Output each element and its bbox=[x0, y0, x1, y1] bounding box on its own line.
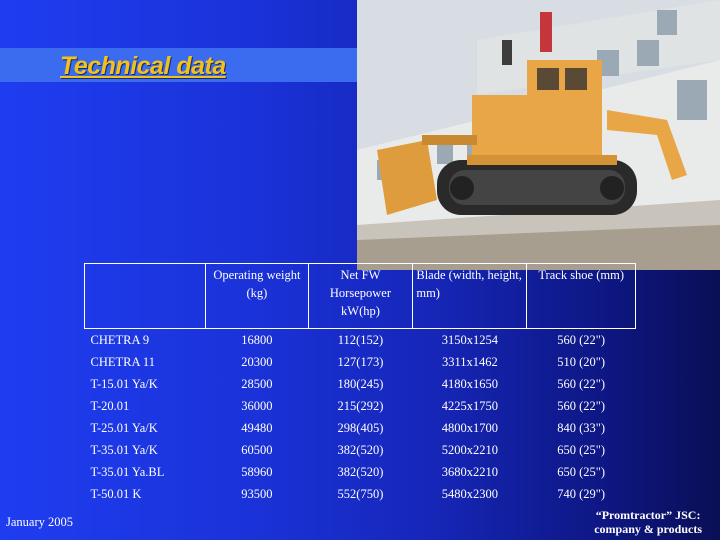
table-cell-weight: 49480 bbox=[241, 420, 273, 435]
table-cell-horsepower: 552(750) bbox=[337, 486, 384, 501]
table-cell-model: T-15.01 Ya/K bbox=[90, 376, 158, 391]
table-cell-track-shoe: 560 (22") bbox=[557, 332, 606, 347]
footer-company-line1: “Promtractor” JSC: bbox=[595, 508, 701, 522]
table-cell-horsepower: 382(520) bbox=[337, 464, 384, 479]
table-row: T-25.01 Ya/K 49480 298(405) 4800x1700 84… bbox=[85, 417, 636, 439]
table-header-blade: Blade (width, height, mm) bbox=[412, 263, 528, 329]
table-row: CHETRA 9 16800 112(152) 3150x1254 560 (2… bbox=[85, 329, 636, 352]
table-cell-model: T-25.01 Ya/K bbox=[90, 420, 158, 435]
table-header-row: Operating weight (kg) Net FW Horsepower … bbox=[83, 263, 636, 329]
technical-data-table: Operating weight (kg) Net FW Horsepower … bbox=[83, 263, 636, 505]
table-cell-blade: 5480x2300 bbox=[441, 486, 498, 501]
table-header-model bbox=[83, 263, 207, 329]
table-cell-model: T-50.01 K bbox=[90, 486, 142, 501]
table-cell-model: CHETRA 11 bbox=[90, 354, 155, 369]
table-row: T-20.01 36000 215(292) 4225x1750 560 (22… bbox=[85, 395, 636, 417]
footer-date: January 2005 bbox=[6, 515, 73, 529]
footer-company: “Promtractor” JSC: company & products bbox=[594, 508, 702, 536]
table-cell-horsepower: 298(405) bbox=[337, 420, 384, 435]
table-header-horsepower: Net FW Horsepower kW(hp) bbox=[307, 263, 414, 329]
table-cell-weight: 58960 bbox=[241, 464, 273, 479]
table-cell-track-shoe: 650 (25") bbox=[557, 442, 606, 457]
table-cell-model: CHETRA 9 bbox=[90, 332, 150, 347]
table-cell-track-shoe: 560 (22") bbox=[557, 376, 606, 391]
table-cell-blade: 4180x1650 bbox=[441, 376, 498, 391]
table-row: T-50.01 K 93500 552(750) 5480x2300 740 (… bbox=[85, 483, 636, 505]
table-cell-track-shoe: 840 (33") bbox=[557, 420, 606, 435]
title-bar bbox=[0, 48, 357, 82]
table-cell-track-shoe: 740 (29") bbox=[557, 486, 606, 501]
table-cell-blade: 4225x1750 bbox=[441, 398, 498, 413]
footer-company-line2: company & products bbox=[594, 522, 702, 536]
table-header-weight: Operating weight (kg) bbox=[205, 263, 309, 329]
table-cell-blade: 3680x2210 bbox=[441, 464, 498, 479]
table-cell-blade: 4800x1700 bbox=[441, 420, 498, 435]
table-cell-track-shoe: 510 (20") bbox=[557, 354, 606, 369]
table-cell-model: T-35.01 Ya.BL bbox=[90, 464, 165, 479]
table-cell-horsepower: 112(152) bbox=[337, 332, 384, 347]
table-cell-weight: 60500 bbox=[241, 442, 273, 457]
table-row: T-15.01 Ya/K 28500 180(245) 4180x1650 56… bbox=[85, 373, 636, 395]
table-row: CHETRA 11 20300 127(173) 3311x1462 510 (… bbox=[85, 351, 636, 373]
table-row: T-35.01 Ya/K 60500 382(520) 5200x2210 65… bbox=[85, 439, 636, 461]
table-cell-model: T-20.01 bbox=[90, 398, 130, 413]
table-cell-track-shoe: 560 (22") bbox=[557, 398, 606, 413]
table-row: T-35.01 Ya.BL 58960 382(520) 3680x2210 6… bbox=[85, 461, 636, 483]
table-cell-weight: 36000 bbox=[241, 398, 273, 413]
table-cell-weight: 16800 bbox=[241, 332, 273, 347]
table-cell-blade: 5200x2210 bbox=[441, 442, 498, 457]
table-cell-weight: 93500 bbox=[241, 486, 273, 501]
table-cell-horsepower: 180(245) bbox=[337, 376, 384, 391]
table-cell-horsepower: 215(292) bbox=[337, 398, 384, 413]
table-cell-model: T-35.01 Ya/K bbox=[90, 442, 158, 457]
table-cell-horsepower: 127(173) bbox=[337, 354, 384, 369]
table-cell-horsepower: 382(520) bbox=[337, 442, 384, 457]
table-cell-weight: 20300 bbox=[241, 354, 273, 369]
page-title: Technical data bbox=[60, 52, 226, 80]
bulldozer-photo bbox=[357, 0, 720, 270]
table-cell-blade: 3311x1462 bbox=[441, 354, 498, 369]
table-cell-blade: 3150x1254 bbox=[441, 332, 498, 347]
table-header-track-shoe: Track shoe (mm) bbox=[526, 263, 636, 329]
table-cell-track-shoe: 650 (25") bbox=[557, 464, 606, 479]
table-cell-weight: 28500 bbox=[241, 376, 273, 391]
